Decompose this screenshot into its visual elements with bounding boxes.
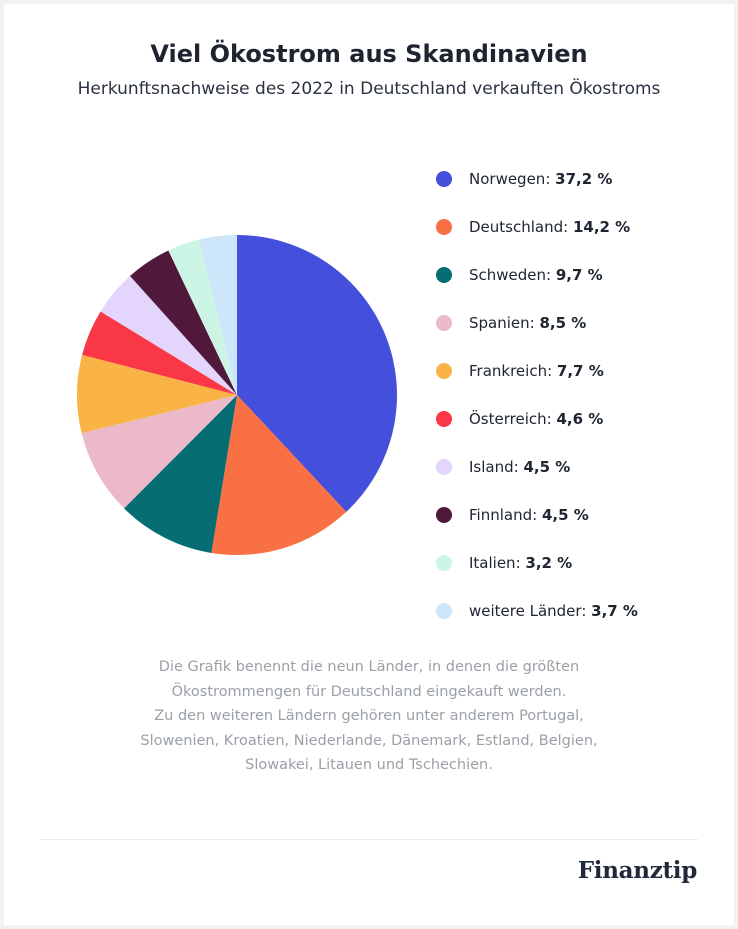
legend-item: Italien: 3,2 % [436,551,726,575]
legend-item: Island: 4,5 % [436,455,726,479]
pie-slice-frankreich [76,354,237,434]
legend-label: Frankreich: [469,362,557,380]
legend-item: Frankreich: 7,7 % [436,359,726,383]
pie-chart [76,235,398,556]
note-line: Ökostrommengen für Deutschland eingekauf… [171,683,567,700]
legend-value: 4,5 % [523,458,571,476]
legend-value: 8,5 % [539,314,587,332]
legend-label: weitere Länder: [469,602,592,620]
legend-item: Spanien: 8,5 % [436,311,726,335]
chart-title: Viel Ökostrom aus Skandinavien [150,40,588,68]
legend-swatch [436,267,452,283]
legend-label: Norwegen: [469,170,556,188]
legend-value: 7,7 % [556,362,604,380]
pie-slice-finnland [130,250,237,395]
legend-swatch [436,459,452,475]
pie-slice-italien [168,239,237,395]
chart-note: Die Grafik benennt die neun Länder, in d… [70,655,668,778]
legend-swatch [436,507,452,523]
legend-label: Finnland: [469,506,542,524]
legend-item: Schweden: 9,7 % [436,263,726,287]
legend-value: 9,7 % [555,266,603,284]
note-line: Slowakei, Litauen und Tschechien. [245,757,493,773]
legend-swatch [436,603,452,619]
legend-item: Finnland: 4,5 % [436,503,726,527]
footer-divider [40,839,698,840]
chart-subtitle: Herkunftsnachweise des 2022 in Deutschla… [77,79,661,99]
legend-value: 14,2 % [572,218,631,236]
legend-swatch [436,219,452,235]
legend-swatch [436,315,452,331]
legend-swatch [436,363,452,379]
note-line: Die Grafik benennt die neun Länder, in d… [158,659,580,675]
brand-logo: Finanztip [577,857,698,884]
legend-value: 3,7 % [591,602,638,620]
pie-slice-deutschland [211,395,347,556]
legend-value: 4,6 % [556,410,604,428]
legend-item: weitere Länder: 3,7 % [436,599,726,623]
legend-value: 3,2 % [525,554,573,572]
legend-label: Italien: [469,554,526,572]
legend-item: Österreich: 4,6 % [436,407,726,431]
legend-label: Schweden: [469,266,556,284]
legend-label: Österreich: [469,410,557,428]
note-line: Zu den weiteren Ländern gehören unter an… [154,708,584,724]
pie-slice-island [100,276,237,395]
pie-slice-schweden [124,395,237,553]
legend-swatch [436,411,452,427]
legend-swatch [436,555,452,571]
legend-value: 4,5 % [541,506,589,524]
pie-slice-österreich [82,311,238,395]
note-line: Slowenien, Kroatien, Niederlande, Dänema… [140,732,598,749]
legend-label: Spanien: [469,314,540,332]
legend-label: Deutschland: [469,218,573,236]
pie-slice-spanien [81,395,238,509]
pie-slice-norwegen [237,235,398,512]
legend-item: Norwegen: 37,2 % [436,167,726,191]
legend-label: Island: [469,458,524,476]
chart-legend: Norwegen: 37,2 % Deutschland: 14,2 % Schwe… [436,167,726,647]
legend-swatch [436,171,452,187]
pie-slice-weitere-länder [199,235,237,395]
legend-item: Deutschland: 14,2 % [436,215,726,239]
legend-value: 37,2 % [555,170,613,188]
